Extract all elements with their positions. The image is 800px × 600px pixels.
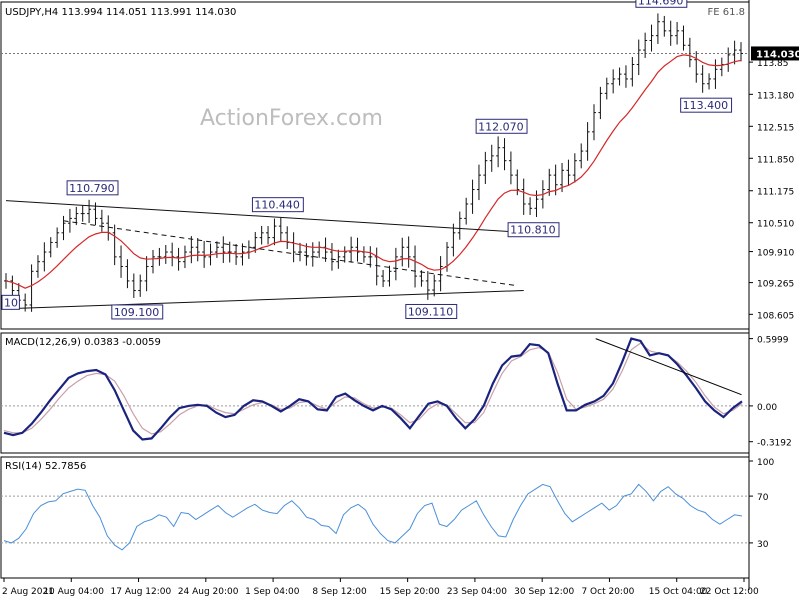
level-label: 110.790 (66, 180, 119, 196)
level-label: 10 (1, 294, 20, 310)
price-axis-label: 112.515 (757, 123, 794, 133)
level-label: 113.400 (680, 97, 733, 113)
level-label-box (251, 197, 304, 213)
rsi-title: RSI(14) 52.7856 (5, 461, 86, 472)
level-label: 110.810 (507, 222, 560, 238)
level-label-box (507, 222, 560, 238)
macd-axis-label: -0.3192 (757, 439, 792, 449)
rsi-axis-label: 70 (757, 493, 769, 503)
price-axis-label: 110.510 (757, 220, 794, 230)
macd-trendline (595, 338, 742, 396)
level-label-text: 113.400 (683, 99, 729, 112)
current-price-label: 114.030 (756, 49, 800, 60)
x-axis-label: 10 Aug 04:00 (43, 587, 104, 597)
level-label-box (405, 303, 458, 319)
level-label-text: 109.100 (114, 306, 159, 319)
x-axis-label: 8 Sep 12:00 (312, 587, 367, 597)
price-axis-label: 108.605 (757, 311, 794, 321)
level-label-box (635, 0, 688, 8)
trendline-1 (5, 200, 524, 233)
price-bars (4, 13, 743, 312)
x-axis-label: 24 Aug 20:00 (178, 587, 239, 597)
level-label-text: 110.440 (254, 199, 300, 212)
level-label: 114.690 (635, 0, 688, 8)
price-axis-label: 113.180 (757, 91, 794, 101)
x-axis-label: 30 Sep 12:00 (514, 587, 574, 597)
trendline-2 (5, 290, 524, 310)
price-axis-label: 109.265 (757, 280, 794, 290)
chart-title: USDJPY,H4 113.994 114.051 113.991 114.03… (5, 7, 236, 18)
x-axis-label: 15 Sep 20:00 (380, 587, 440, 597)
x-axis-label: 23 Sep 04:00 (447, 587, 507, 597)
x-axis-label: 15 Oct 04:00 (649, 587, 708, 597)
price-axis-label: 111.175 (757, 188, 794, 198)
x-axis-label: 17 Aug 12:00 (111, 587, 172, 597)
x-axis-label: 2 Aug 2021 (2, 587, 54, 597)
macd-axis-label: 0.5999 (757, 336, 789, 346)
dashed-trendline-1 (63, 220, 518, 287)
macd-title: MACD(12,26,9) 0.0383 -0.0059 (5, 337, 161, 348)
rsi-axis-label: 30 (757, 540, 769, 550)
macd-signal-line (3, 342, 743, 435)
level-label: 109.100 (111, 304, 164, 320)
price-axis-label: 111.850 (757, 155, 794, 165)
level-label: 110.440 (251, 197, 304, 213)
level-label-box (680, 97, 733, 113)
level-label: 109.110 (405, 303, 458, 319)
level-label-box (475, 118, 528, 134)
moving-average-line (5, 54, 742, 289)
level-label-box (66, 180, 119, 196)
macd-panel-frame (0, 332, 750, 454)
level-label-text: 110.790 (69, 182, 115, 195)
level-label-text: 112.070 (478, 120, 524, 133)
x-axis-label: 22 Oct 12:00 (700, 587, 759, 597)
rsi-axis-label: 100 (757, 458, 774, 468)
current-price-box (751, 46, 799, 61)
rsi-panel-frame (0, 456, 750, 579)
x-axis-label: 7 Oct 20:00 (581, 587, 634, 597)
fib-label: FE 61.8 (707, 7, 745, 18)
macd-line (3, 337, 743, 441)
level-label-text: 110.810 (510, 224, 555, 237)
level-label-box (111, 304, 164, 320)
level-label: 112.070 (475, 118, 528, 134)
macd-axis-label: 0.00 (757, 403, 777, 413)
rsi-line (3, 483, 743, 551)
level-label-text: 109.110 (408, 305, 454, 318)
price-axis-label: 109.910 (757, 249, 794, 259)
x-axis-label: 1 Sep 04:00 (245, 587, 300, 597)
price-axis-label: 113.85 (757, 59, 789, 69)
level-label-box (1, 294, 20, 310)
level-label-text: 10 (4, 296, 18, 309)
watermark-text: ActionForex.com (200, 106, 383, 131)
level-label-text: 114.690 (638, 0, 684, 7)
price-panel-frame (0, 1, 750, 330)
